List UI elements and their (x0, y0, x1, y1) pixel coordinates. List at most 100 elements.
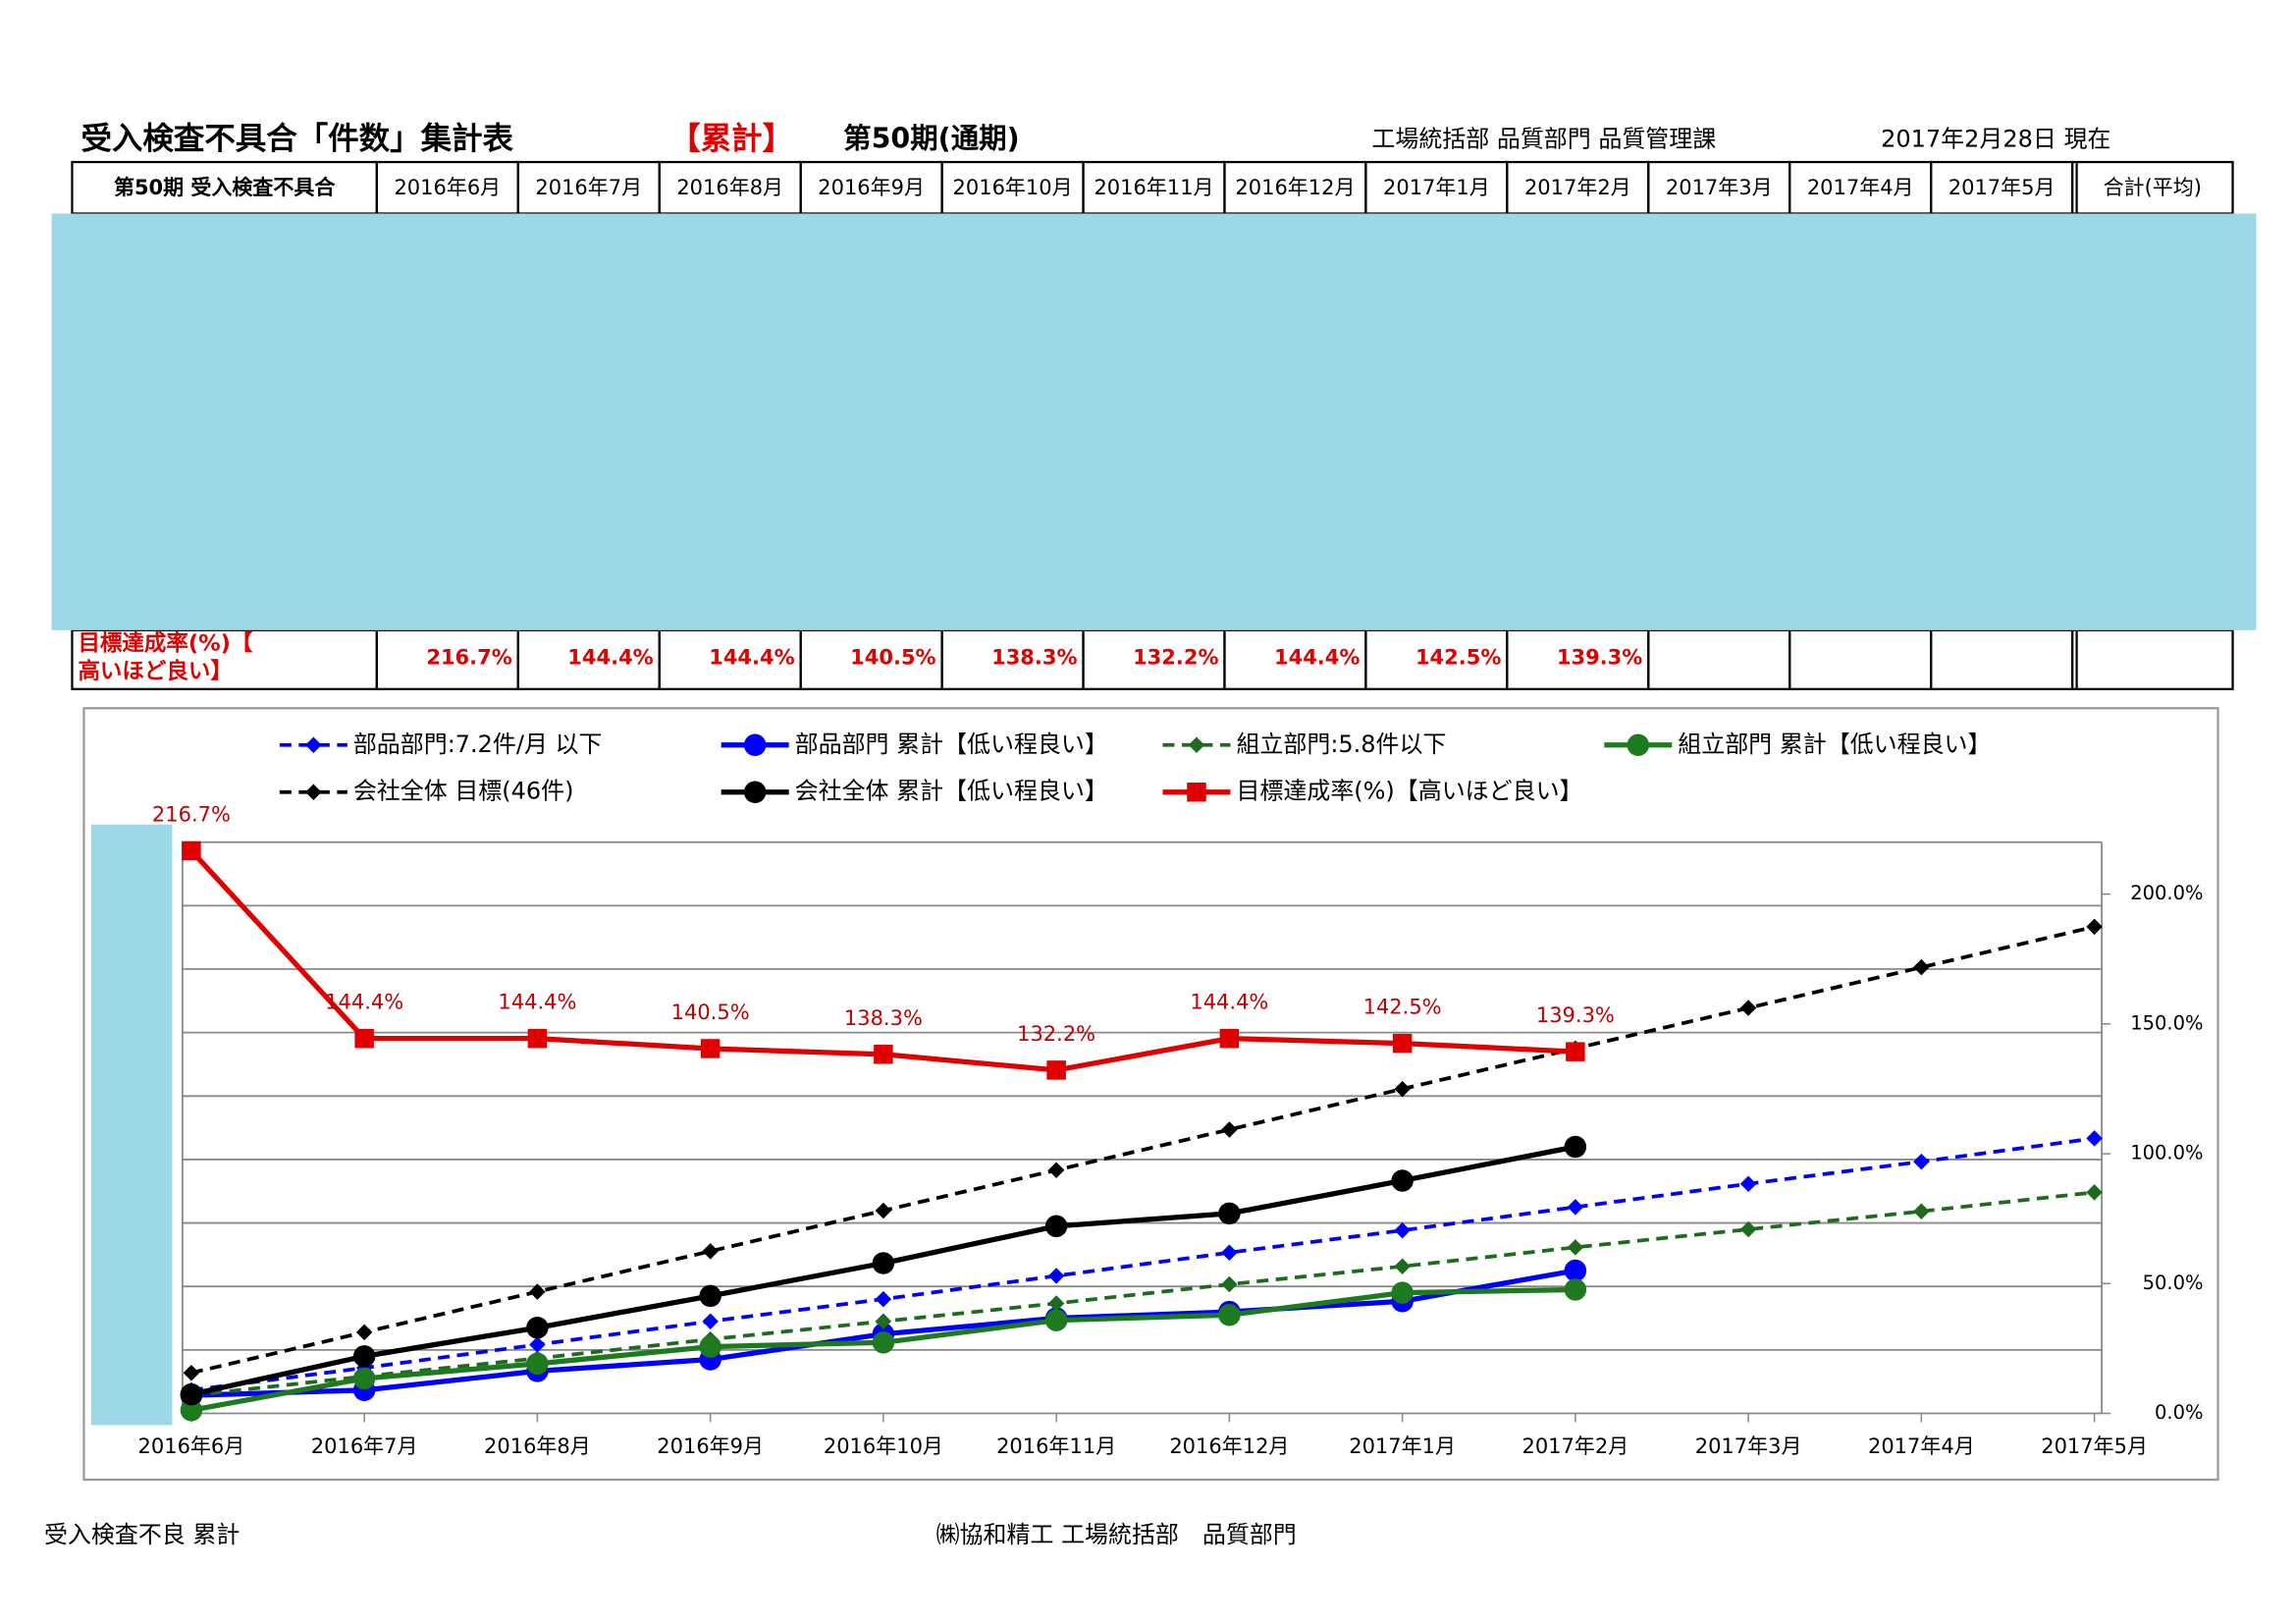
marker (1564, 1259, 1587, 1282)
column-header: 2016年11月 (1094, 176, 1213, 199)
column-header: 2017年3月 (1666, 176, 1773, 199)
column-header: 2016年10月 (953, 176, 1073, 199)
marker (2086, 918, 2103, 936)
legend-marker (305, 736, 322, 754)
marker (1047, 1162, 1065, 1178)
table-cell (2070, 628, 2234, 690)
column-header: 2017年1月 (1383, 176, 1490, 199)
marker (180, 1382, 203, 1406)
department: 工場統括部 品質部門 品質管理課 (1371, 126, 1716, 153)
legend-label: 部品部門:7.2件/月 以下 (353, 731, 603, 758)
marker (875, 1290, 892, 1308)
x-tick-label: 2017年4月 (1868, 1435, 1975, 1458)
x-tick-label: 2016年6月 (138, 1435, 245, 1458)
y2-tick-label: 150.0% (2130, 1011, 2203, 1034)
column-header: 第50期 受入検査不具合 (114, 176, 336, 199)
row-header: 目標達成率(%)【高いほど良い】 (78, 629, 253, 683)
marker (1566, 1042, 1585, 1061)
chart-frame (82, 707, 2219, 1482)
marker (1913, 1203, 1930, 1219)
chart: 0.0% 50.0% 100.0% 150.0% 200.0% 2016年6月 2016年7… (138, 731, 2204, 1458)
table-value: 139.3% (1557, 645, 1642, 669)
legend-marker (1627, 733, 1650, 757)
period: 第50期(通期) (843, 123, 1020, 155)
marker (699, 1284, 721, 1308)
row-header-line: 目標達成率(%)【 (78, 629, 253, 656)
title: 受入検査不具合「件数」集計表 (80, 121, 513, 157)
column-header: 2016年12月 (1235, 176, 1355, 199)
date: 2017年2月28日 現在 (1881, 126, 2110, 153)
y2-tick-label: 200.0% (2130, 882, 2203, 904)
data-label: 132.2% (1017, 1022, 1095, 1046)
data-label: 142.5% (1363, 996, 1442, 1019)
marker (1394, 1258, 1411, 1274)
table-cell (1930, 628, 2074, 690)
marker (1913, 958, 1930, 976)
column-header: 2016年9月 (818, 176, 925, 199)
data-label: 144.4% (325, 991, 403, 1014)
y2-tick-label: 50.0% (2143, 1272, 2204, 1294)
x-tick-label: 2017年3月 (1695, 1435, 1802, 1458)
table-value: 144.4% (709, 645, 794, 669)
marker (1739, 1175, 1757, 1192)
marker (527, 1028, 548, 1049)
table-cell (1647, 628, 1791, 690)
legend-marker (1188, 736, 1205, 754)
marker (702, 1243, 719, 1260)
table-cell (1789, 628, 1933, 690)
x-tick-label: 2016年10月 (824, 1435, 943, 1458)
redaction (51, 213, 2257, 630)
data-label: 216.7% (152, 802, 231, 826)
footer-center: ㈱協和精工 工場統括部 品質部門 (936, 1521, 1297, 1548)
marker (702, 1313, 719, 1330)
marker (1047, 1268, 1065, 1284)
marker (875, 1313, 892, 1330)
legend-label: 会社全体 累計【低い程良い】 (795, 778, 1108, 805)
marker (1221, 1275, 1238, 1293)
data-label: 140.5% (671, 1001, 750, 1024)
marker (875, 1202, 892, 1219)
footer-left: 受入検査不良 累計 (44, 1521, 240, 1548)
marker (1044, 1309, 1068, 1331)
marker (872, 1331, 895, 1354)
x-tick-label: 2017年5月 (2041, 1435, 2148, 1458)
marker (1219, 1028, 1240, 1049)
marker (872, 1252, 895, 1274)
table-value: 144.4% (567, 645, 653, 669)
marker (529, 1336, 546, 1353)
table-value: 142.5% (1415, 645, 1501, 669)
y2-tick-label: 0.0% (2155, 1401, 2204, 1424)
marker (526, 1316, 549, 1339)
marker (1394, 1080, 1411, 1098)
marker (182, 840, 201, 861)
column-header: 2016年7月 (535, 176, 642, 199)
marker (1392, 1033, 1413, 1054)
marker (1739, 1000, 1757, 1016)
marker (180, 1399, 203, 1422)
legend-marker (1187, 783, 1206, 802)
column-header: 2017年2月 (1524, 176, 1631, 199)
marker (1221, 1121, 1238, 1138)
y2-tick-label: 100.0% (2130, 1142, 2203, 1164)
marker (1221, 1244, 1238, 1261)
column-header: 2016年6月 (394, 176, 501, 199)
marker (1218, 1202, 1241, 1225)
marker (354, 1028, 374, 1049)
column-header: 2017年5月 (1949, 176, 2056, 199)
marker (874, 1045, 893, 1064)
legend-label: 部品部門 累計【低い程良い】 (795, 731, 1108, 758)
x-tick-label: 2017年2月 (1522, 1435, 1629, 1458)
marker (1564, 1278, 1587, 1301)
data-label: 138.3% (844, 1006, 923, 1030)
data-label: 144.4% (498, 991, 576, 1014)
table-value: 144.4% (1274, 645, 1360, 669)
x-tick-label: 2017年1月 (1349, 1435, 1456, 1458)
legend-marker (305, 784, 322, 801)
marker (352, 1367, 376, 1390)
legend-marker (743, 781, 767, 804)
marker (1046, 1060, 1066, 1080)
x-tick-label: 2016年9月 (657, 1435, 764, 1458)
column-header: 2017年4月 (1807, 176, 1914, 199)
marker (183, 1364, 200, 1381)
